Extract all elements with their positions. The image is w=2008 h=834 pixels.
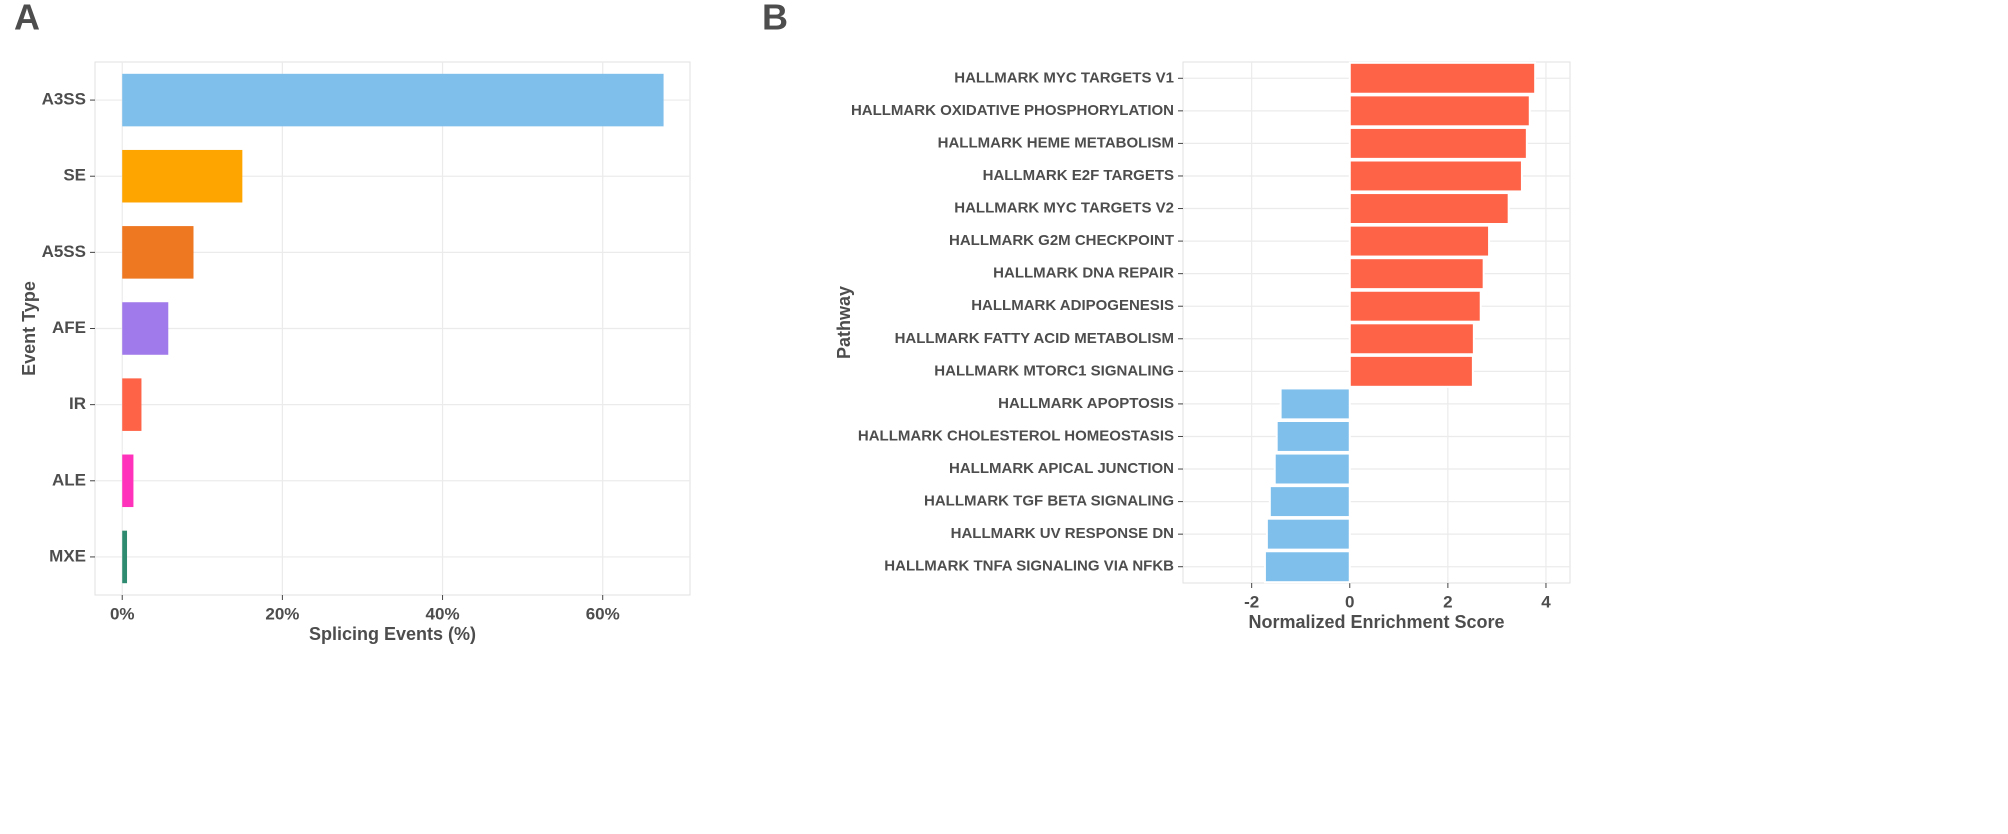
x-tick-label: 0% [110, 604, 135, 623]
bar [1268, 485, 1351, 519]
x-tick-label: 0 [1345, 592, 1354, 611]
y-tick-label: HALLMARK CHOLESTEROL HOMEOSTASIS [858, 427, 1174, 444]
y-tick-label: ALE [52, 470, 86, 489]
bar [1279, 387, 1351, 421]
bar [1348, 289, 1482, 323]
bar [122, 530, 128, 584]
bar [1348, 322, 1475, 356]
bar [122, 73, 664, 127]
x-tick-label: 2 [1443, 592, 1452, 611]
bar [1348, 224, 1491, 258]
y-axis-title: Event Type [19, 281, 39, 376]
y-axis-title: Pathway [834, 286, 854, 359]
y-tick-label: HALLMARK APICAL JUNCTION [949, 460, 1174, 477]
bar [122, 454, 134, 508]
y-tick-label: HALLMARK MYC TARGETS V1 [954, 69, 1174, 86]
bar [1348, 257, 1485, 291]
x-tick-label: 40% [426, 604, 460, 623]
y-tick-label: HALLMARK APOPTOSIS [998, 395, 1174, 412]
bar [1275, 420, 1351, 453]
y-tick-label: HALLMARK G2M CHECKPOINT [949, 232, 1174, 249]
panel-label: A [14, 0, 40, 38]
bar [1348, 61, 1537, 95]
bar [1348, 94, 1531, 128]
x-tick-label: 4 [1541, 592, 1551, 611]
bar [122, 226, 194, 279]
y-tick-label: AFE [52, 318, 86, 337]
y-tick-label: HALLMARK TNFA SIGNALING VIA NFKB [884, 558, 1174, 575]
bar [1265, 517, 1351, 551]
x-axis-title: Normalized Enrichment Score [1248, 612, 1504, 632]
y-tick-label: SE [63, 166, 86, 185]
panel-label: B [762, 0, 788, 38]
y-tick-label: IR [69, 394, 86, 413]
y-tick-label: HALLMARK MTORC1 SIGNALING [934, 362, 1174, 379]
bar [1348, 192, 1510, 225]
y-tick-label: HALLMARK ADIPOGENESIS [971, 297, 1174, 314]
y-tick-label: HALLMARK MYC TARGETS V2 [954, 200, 1174, 217]
bar [1348, 354, 1474, 388]
y-tick-label: HALLMARK OXIDATIVE PHOSPHORYLATION [851, 102, 1174, 119]
bar [1273, 452, 1351, 486]
bar [1263, 550, 1351, 584]
y-tick-label: A5SS [42, 242, 86, 261]
y-tick-label: HALLMARK DNA REPAIR [993, 265, 1174, 282]
y-tick-label: A3SS [42, 90, 86, 109]
y-tick-label: HALLMARK TGF BETA SIGNALING [924, 493, 1174, 510]
bar [1348, 126, 1528, 160]
x-tick-label: 60% [586, 604, 620, 623]
y-tick-label: HALLMARK HEME METABOLISM [938, 134, 1174, 151]
y-tick-label: MXE [49, 546, 86, 565]
x-tick-label: -2 [1244, 592, 1259, 611]
bar [122, 302, 169, 355]
x-tick-label: 20% [265, 604, 299, 623]
y-tick-label: HALLMARK E2F TARGETS [983, 167, 1174, 184]
bar [122, 378, 142, 431]
y-tick-label: HALLMARK UV RESPONSE DN [951, 525, 1174, 542]
y-tick-label: HALLMARK FATTY ACID METABOLISM [895, 330, 1174, 347]
x-axis-title: Splicing Events (%) [309, 624, 476, 644]
bar [1348, 159, 1523, 193]
bar [122, 149, 243, 203]
